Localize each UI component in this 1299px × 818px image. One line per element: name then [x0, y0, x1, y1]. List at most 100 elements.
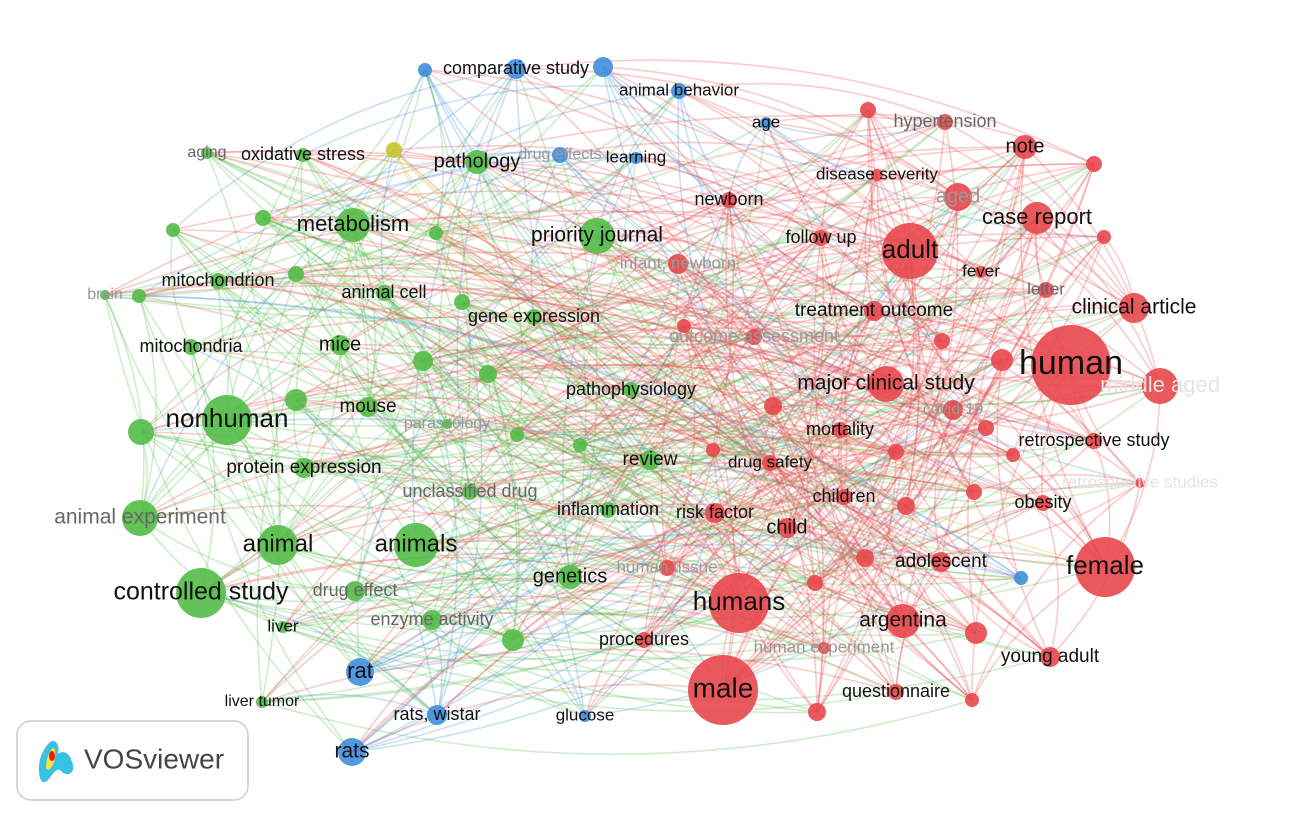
edge — [303, 359, 1003, 482]
edge — [677, 263, 973, 701]
edge — [424, 69, 911, 252]
edge — [190, 163, 1095, 355]
edge — [487, 363, 1014, 456]
edge — [607, 405, 774, 511]
edge — [200, 592, 438, 716]
node-label: priority journal — [531, 224, 663, 247]
edge — [303, 196, 959, 469]
edge — [905, 236, 1105, 507]
node-label: learning — [606, 147, 667, 166]
edge — [261, 699, 973, 756]
edge — [138, 295, 825, 649]
edge — [351, 567, 668, 753]
edge — [206, 150, 679, 265]
edge — [643, 462, 771, 641]
edge — [584, 512, 716, 717]
node-label: metabolism — [297, 211, 409, 236]
edge — [596, 235, 907, 507]
node — [256, 696, 268, 708]
edge — [683, 325, 977, 634]
edge — [765, 113, 1095, 165]
edge — [584, 561, 942, 717]
node — [413, 351, 433, 371]
edge — [677, 263, 841, 431]
edge — [515, 68, 897, 693]
edge — [200, 406, 369, 594]
node-label: liver — [267, 616, 299, 635]
node-label: note — [1006, 135, 1045, 157]
edge — [303, 199, 730, 469]
edge — [295, 399, 438, 716]
node — [764, 397, 782, 415]
edge — [814, 359, 1003, 584]
edge — [630, 389, 1044, 505]
edge — [909, 250, 1022, 579]
edge — [261, 459, 651, 703]
node — [132, 289, 146, 303]
node-label: human — [1019, 344, 1123, 382]
node — [966, 484, 982, 500]
node-label: animals — [375, 530, 458, 557]
edge — [217, 69, 426, 282]
node — [978, 420, 994, 436]
edge — [277, 237, 822, 546]
edge — [302, 154, 535, 318]
edge — [940, 236, 1105, 563]
edge — [630, 389, 1095, 456]
edge — [461, 301, 975, 493]
edge — [678, 90, 887, 385]
node — [832, 422, 848, 438]
node-label: fever — [962, 261, 1000, 280]
edge — [643, 199, 734, 641]
node — [258, 525, 298, 565]
edge — [876, 174, 920, 507]
node — [706, 443, 720, 457]
node — [659, 560, 675, 576]
node — [255, 210, 271, 226]
edge — [512, 427, 987, 641]
edge — [138, 149, 395, 297]
edge — [596, 235, 897, 453]
node-label: inflammation — [557, 499, 659, 519]
edge — [295, 163, 1095, 401]
node — [860, 102, 876, 118]
edge — [678, 82, 946, 123]
edge — [422, 360, 897, 693]
node-label: treatment outcome — [795, 300, 953, 321]
edge — [424, 69, 788, 529]
edge — [602, 66, 730, 201]
edge — [104, 115, 946, 296]
edge — [515, 68, 724, 691]
node — [1035, 495, 1051, 511]
edge — [282, 543, 1022, 628]
edge — [206, 152, 866, 559]
edge — [262, 217, 866, 559]
edge — [722, 237, 825, 691]
edge — [602, 66, 959, 198]
edge — [295, 273, 825, 649]
edge — [461, 301, 755, 346]
edge — [469, 436, 897, 493]
edge — [867, 109, 1135, 309]
node — [975, 266, 987, 278]
node-label: nonhuman — [166, 403, 289, 433]
node — [579, 710, 591, 722]
edge — [226, 327, 1003, 421]
edge — [383, 292, 651, 461]
node — [294, 458, 314, 478]
node — [1013, 135, 1037, 159]
edge — [677, 90, 771, 464]
node-label: disease severity — [816, 164, 938, 183]
edge — [217, 280, 866, 559]
node — [429, 226, 443, 240]
edge — [786, 527, 1051, 658]
node — [386, 142, 402, 158]
edge — [295, 273, 651, 461]
edge — [722, 163, 1095, 691]
edge — [722, 427, 987, 691]
edge — [200, 556, 740, 604]
edge — [172, 68, 517, 231]
edge — [559, 154, 1044, 504]
edge — [607, 237, 822, 511]
node — [427, 705, 447, 725]
